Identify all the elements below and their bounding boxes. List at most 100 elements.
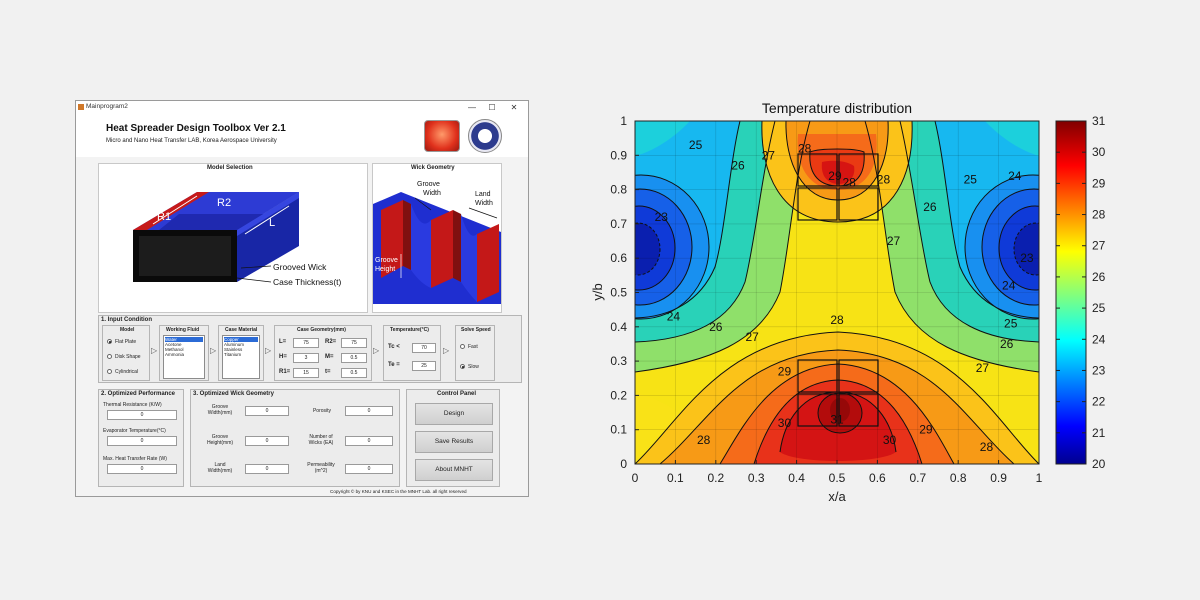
y-tick-label: 0.4 bbox=[610, 320, 627, 334]
list-item[interactable]: Copper bbox=[224, 337, 258, 342]
about-mnht-button[interactable]: About MNHT bbox=[415, 459, 493, 481]
list-item[interactable]: Methanol bbox=[165, 347, 184, 352]
evaporator-temp-value: 0 bbox=[107, 436, 177, 446]
working-fluid-list[interactable]: Water Acetone Methanol Ammonia bbox=[163, 335, 205, 379]
flat-plate-radio[interactable] bbox=[107, 339, 112, 344]
contour-label: 28 bbox=[830, 313, 844, 327]
wick-geometry-image: Groove Width Land Width Groove Height bbox=[373, 181, 501, 304]
contour-label: 26 bbox=[923, 200, 937, 214]
groove-height-label-2: Height bbox=[375, 266, 395, 273]
save-results-button[interactable]: Save Results bbox=[415, 431, 493, 453]
land-width-value: 0 bbox=[245, 464, 289, 474]
list-item[interactable]: Acetone bbox=[165, 342, 182, 347]
list-item[interactable]: Ammonia bbox=[165, 352, 185, 357]
permeability-value: 0 bbox=[345, 464, 393, 474]
y-tick-label: 1 bbox=[620, 114, 627, 128]
colorbar-tick-label: 23 bbox=[1092, 363, 1106, 377]
x-tick-label: 0.3 bbox=[748, 471, 765, 485]
te-input[interactable]: 25 bbox=[412, 361, 436, 371]
list-item[interactable]: Aluminum bbox=[224, 342, 245, 347]
x-tick-label: 0.1 bbox=[667, 471, 684, 485]
app-window: Mainprogram2 — ☐ ✕ Heat Spreader Design … bbox=[75, 100, 529, 497]
colorbar-tick-label: 22 bbox=[1092, 395, 1106, 409]
maximize-button[interactable]: ☐ bbox=[488, 103, 496, 112]
arrow-icon: ▷ bbox=[151, 346, 158, 355]
list-item[interactable]: Stainless bbox=[224, 347, 243, 352]
tc-input[interactable]: 70 bbox=[412, 343, 436, 353]
geom-label-r2: R2= bbox=[325, 339, 337, 345]
title-bar: Mainprogram2 — ☐ ✕ bbox=[76, 101, 528, 116]
disk-shape-label: Disk Shape bbox=[115, 354, 141, 360]
contour-label: 29 bbox=[828, 169, 842, 183]
model-group: Model Flat Plate Disk Shape Cylindrical bbox=[102, 325, 150, 381]
contour-label: 28 bbox=[697, 433, 711, 447]
contour-fill bbox=[635, 121, 1039, 464]
height-input[interactable]: 3 bbox=[293, 353, 319, 363]
m-input[interactable]: 0.5 bbox=[341, 353, 367, 363]
minimize-button[interactable]: — bbox=[468, 103, 476, 112]
l-label: L bbox=[269, 217, 275, 229]
model-group-title: Model bbox=[120, 327, 135, 333]
geom-label-h: H= bbox=[279, 354, 287, 360]
thermal-resistance-value: 0 bbox=[107, 410, 177, 420]
y-tick-label: 0.1 bbox=[610, 423, 627, 437]
working-fluid-group: Working Fluid Water Acetone Methanol Amm… bbox=[159, 325, 209, 381]
cylindrical-radio[interactable] bbox=[107, 369, 112, 374]
copyright-text: Copyright © by KNU and KSEC in the MNHT … bbox=[330, 489, 467, 494]
fast-label: Fast bbox=[468, 344, 478, 350]
thermal-resistance-label: Thermal Resistance (K/W) bbox=[103, 402, 162, 408]
colorbar bbox=[1055, 120, 1087, 465]
window-title: Mainprogram2 bbox=[86, 103, 128, 110]
app-subtitle: Micro and Nano Heat Transfer LAB, Korea … bbox=[106, 138, 277, 144]
r2-input[interactable]: 75 bbox=[341, 338, 367, 348]
colorbar-tick-label: 28 bbox=[1092, 208, 1106, 222]
y-axis-ticks: 0 0.1 0.2 0.3 0.4 0.5 0.6 0.7 0.8 0.9 1 bbox=[610, 114, 639, 471]
case-material-title: Case Material bbox=[225, 327, 258, 333]
slow-radio[interactable] bbox=[460, 364, 465, 369]
colorbar-tick-label: 27 bbox=[1092, 239, 1106, 253]
disk-shape-radio[interactable] bbox=[107, 354, 112, 359]
design-button[interactable]: Design bbox=[415, 403, 493, 425]
chart-title: Temperature distribution bbox=[762, 100, 912, 116]
colorbar-tick-label: 24 bbox=[1092, 332, 1106, 346]
cylindrical-label: Cylindrical bbox=[115, 369, 139, 375]
optimized-performance-panel: 2. Optimized Performance Thermal Resista… bbox=[98, 389, 184, 487]
y-tick-label: 0.3 bbox=[610, 354, 627, 368]
groove-width-label: Groove Width(mm) bbox=[207, 404, 233, 416]
thickness-input[interactable]: 0.5 bbox=[341, 368, 367, 378]
contour-label: 25 bbox=[964, 172, 978, 186]
max-heat-rate-label: Max. Heat Transfer Rate (W) bbox=[103, 456, 167, 462]
contour-label: 28 bbox=[877, 172, 891, 186]
list-item[interactable]: Water bbox=[165, 337, 203, 342]
length-input[interactable]: 75 bbox=[293, 338, 319, 348]
r1-input[interactable]: 15 bbox=[293, 368, 319, 378]
fast-radio[interactable] bbox=[460, 344, 465, 349]
y-tick-label: 0 bbox=[620, 457, 627, 471]
land-width-label: Land Width(mm) bbox=[207, 462, 233, 474]
flat-plate-model-image: R2 R1 L Grooved Wick Case Thickness(t) bbox=[133, 185, 342, 287]
colorbar-tick-label: 26 bbox=[1092, 270, 1106, 284]
solve-speed-title: Solve Speed bbox=[461, 327, 491, 333]
y-tick-label: 0.5 bbox=[610, 286, 627, 300]
lab-logo bbox=[424, 120, 460, 152]
te-label: Te = bbox=[388, 362, 400, 368]
contour-label: 30 bbox=[778, 416, 792, 430]
slow-label: Slow bbox=[468, 364, 479, 370]
contour-label: 28 bbox=[980, 440, 994, 454]
groove-width-label-1: Groove bbox=[417, 181, 440, 188]
groove-width-value: 0 bbox=[245, 406, 289, 416]
y-tick-label: 0.8 bbox=[610, 183, 627, 197]
optimized-wick-title: 3. Optimized Wick Geometry bbox=[193, 391, 274, 397]
x-tick-label: 0.5 bbox=[829, 471, 846, 485]
case-material-list[interactable]: Copper Aluminum Stainless Titanium bbox=[222, 335, 260, 379]
land-width-label-1: Land bbox=[475, 191, 491, 198]
contour-label: 26 bbox=[731, 159, 745, 173]
control-panel-title: Control Panel bbox=[437, 391, 477, 397]
x-axis-label: x/a bbox=[828, 489, 846, 504]
optimized-wick-panel: 3. Optimized Wick Geometry Groove Width(… bbox=[190, 389, 400, 487]
flat-plate-label: Flat Plate bbox=[115, 339, 137, 345]
list-item[interactable]: Titanium bbox=[224, 352, 242, 357]
close-button[interactable]: ✕ bbox=[510, 103, 518, 112]
contour-label: 29 bbox=[778, 364, 792, 378]
